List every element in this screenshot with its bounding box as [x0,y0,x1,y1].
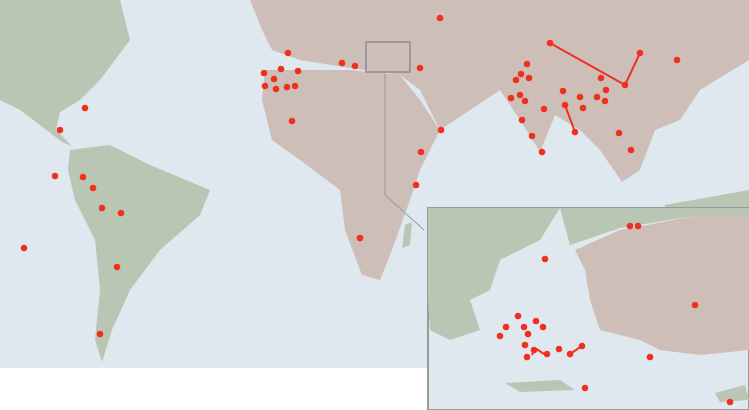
site-marker[interactable] [516,91,524,99]
site-marker[interactable] [521,341,529,349]
site-marker[interactable] [338,59,346,67]
site-marker[interactable] [436,14,444,22]
site-marker[interactable] [518,116,526,124]
site-marker[interactable] [561,101,569,109]
site-marker[interactable] [627,146,635,154]
site-marker[interactable] [277,65,285,73]
site-marker[interactable] [416,64,424,72]
aegean-inset-map[interactable] [427,207,749,410]
site-marker[interactable] [543,350,551,358]
site-marker[interactable] [51,172,59,180]
site-marker[interactable] [621,81,629,89]
site-marker[interactable] [502,323,510,331]
site-marker[interactable] [351,62,359,70]
site-marker[interactable] [559,87,567,95]
site-marker[interactable] [96,330,104,338]
site-marker[interactable] [98,204,106,212]
inset-leader-arrow [384,194,425,231]
route-line [624,52,641,86]
site-marker[interactable] [507,94,515,102]
site-marker[interactable] [538,148,546,156]
inset-land-crete [505,380,575,392]
site-marker[interactable] [356,234,364,242]
site-marker[interactable] [579,104,587,112]
site-marker[interactable] [540,105,548,113]
site-marker[interactable] [20,244,28,252]
site-marker[interactable] [117,209,125,217]
site-marker[interactable] [523,353,531,361]
site-marker[interactable] [520,323,528,331]
site-marker[interactable] [601,97,609,105]
site-marker[interactable] [555,345,563,353]
site-marker[interactable] [615,129,623,137]
site-marker[interactable] [412,181,420,189]
site-marker[interactable] [691,301,699,309]
land-africa [262,70,440,280]
site-marker[interactable] [113,263,121,271]
inset-focus-box [365,41,411,73]
site-marker[interactable] [517,70,525,78]
site-marker[interactable] [566,350,574,358]
site-marker[interactable] [81,104,89,112]
site-marker[interactable] [512,76,520,84]
site-marker[interactable] [79,173,87,181]
site-marker[interactable] [521,97,529,105]
site-marker[interactable] [539,323,547,331]
site-marker[interactable] [291,82,299,90]
site-marker[interactable] [578,342,586,350]
site-marker[interactable] [593,93,601,101]
site-marker[interactable] [532,317,540,325]
site-marker[interactable] [576,93,584,101]
site-marker[interactable] [634,222,642,230]
markers [20,14,734,406]
site-marker[interactable] [261,82,269,90]
inset-land-turkey [575,215,749,355]
land-north-america [0,0,130,146]
site-marker[interactable] [270,75,278,83]
site-marker[interactable] [260,69,268,77]
site-marker[interactable] [636,49,644,57]
site-marker[interactable] [541,255,549,263]
site-marker[interactable] [597,74,605,82]
site-marker[interactable] [528,132,536,140]
inset-land-thrace [560,208,749,245]
site-marker[interactable] [284,49,292,57]
site-marker[interactable] [571,128,579,136]
inset-land-greece [428,208,560,340]
site-marker[interactable] [89,184,97,192]
route-line [549,42,626,86]
site-marker[interactable] [726,398,734,406]
site-marker[interactable] [294,67,302,75]
site-marker[interactable] [272,85,280,93]
land-australia [665,190,749,208]
site-marker[interactable] [602,86,610,94]
site-marker[interactable] [673,56,681,64]
land-south-america [68,145,210,362]
site-marker[interactable] [56,126,64,134]
site-marker[interactable] [417,148,425,156]
site-marker[interactable] [283,83,291,91]
site-marker[interactable] [581,384,589,392]
site-marker[interactable] [523,60,531,68]
inset-land-cyprus [715,385,749,402]
land-eurasia [250,0,749,182]
route-line [564,104,576,133]
site-marker[interactable] [496,332,504,340]
site-marker[interactable] [437,126,445,134]
site-marker[interactable] [524,330,532,338]
site-marker[interactable] [546,39,554,47]
blank-area [0,368,428,410]
land-madagascar [402,222,412,248]
site-marker[interactable] [288,117,296,125]
site-marker[interactable] [530,346,538,354]
site-marker[interactable] [646,353,654,361]
site-marker[interactable] [514,312,522,320]
landmasses [0,0,749,362]
site-marker[interactable] [626,222,634,230]
site-marker[interactable] [525,74,533,82]
